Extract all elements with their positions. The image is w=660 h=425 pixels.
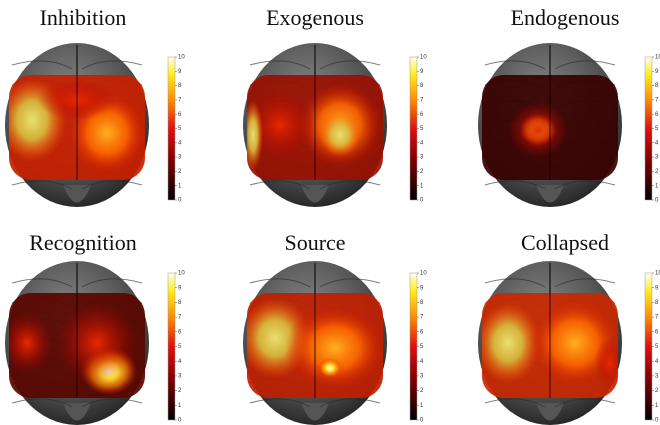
colorbar-tick-label: 3 xyxy=(178,373,182,379)
panel-title: Exogenous xyxy=(266,5,364,30)
colorbar-tick-label: 7 xyxy=(655,315,659,321)
colorbar-tick-label: 3 xyxy=(655,373,659,379)
panel-title: Inhibition xyxy=(40,5,127,30)
colorbar xyxy=(410,57,417,200)
panel: Inhibition 0 1 2 3 4 5 6 7 8 9 10 xyxy=(0,5,185,207)
heatmap xyxy=(243,75,383,180)
colorbar-tick-label: 2 xyxy=(655,388,659,394)
panel: Collapsed 0 1 2 3 4 5 6 7 8 9 10 xyxy=(476,230,660,425)
colorbar-tick-label: 5 xyxy=(178,126,182,132)
colorbar-tick-label: 9 xyxy=(655,69,659,75)
panel-title: Source xyxy=(284,230,345,255)
colorbar-tick-label: 6 xyxy=(420,329,424,335)
panel: Endogenous 0 1 2 3 4 5 6 7 8 9 10 xyxy=(478,5,660,207)
colorbar-tick-label: 5 xyxy=(420,126,424,132)
heatmap xyxy=(2,293,145,398)
heatmap xyxy=(476,293,625,398)
colorbar-tick-label: 0 xyxy=(178,418,182,424)
colorbar-tick-label: 4 xyxy=(420,359,424,365)
colorbar-tick-label: 5 xyxy=(178,344,182,350)
colorbar-tick-label: 0 xyxy=(178,198,182,204)
colorbar xyxy=(168,273,175,420)
colorbar-tick-label: 6 xyxy=(655,112,659,118)
colorbar-tick-label: 4 xyxy=(655,140,659,146)
heat-blob xyxy=(57,303,137,383)
panel-title: Endogenous xyxy=(511,5,620,30)
colorbar-tick-label: 1 xyxy=(420,183,424,189)
colorbar xyxy=(410,273,417,420)
colorbar-tick-label: 3 xyxy=(178,155,182,161)
colorbar-tick-label: 0 xyxy=(420,418,424,424)
colorbar-tick-label: 9 xyxy=(178,285,182,291)
colorbar-tick-label: 9 xyxy=(420,69,424,75)
colorbar-tick-label: 0 xyxy=(655,418,659,424)
colorbar-tick-label: 7 xyxy=(178,97,182,103)
colorbar-tick-label: 9 xyxy=(420,285,424,291)
colorbar-tick-label: 2 xyxy=(178,169,182,175)
colorbar-tick-label: 6 xyxy=(178,329,182,335)
colorbar-tick-label: 3 xyxy=(655,155,659,161)
colorbar-tick-label: 8 xyxy=(420,300,424,306)
colorbar-tick-label: 0 xyxy=(655,198,659,204)
panel: Exogenous 0 1 2 3 4 5 6 7 8 9 10 xyxy=(243,5,427,207)
colorbar-tick-label: 4 xyxy=(655,359,659,365)
colorbar-tick-label: 10 xyxy=(178,271,185,277)
heat-blob xyxy=(2,313,52,373)
colorbar-tick-label: 7 xyxy=(420,315,424,321)
heat-blob xyxy=(285,306,385,390)
colorbar-tick-label: 10 xyxy=(420,55,427,61)
panel: Source 0 1 2 3 4 5 6 7 8 9 10 xyxy=(239,230,427,425)
colorbar-tick-label: 4 xyxy=(420,140,424,146)
colorbar-tick-label: 1 xyxy=(655,403,659,409)
panel: Recognition 0 1 2 3 4 5 6 7 8 9 10 xyxy=(2,230,185,425)
heat-blob xyxy=(318,358,342,378)
colorbar-tick-label: 1 xyxy=(420,403,424,409)
colorbar-tick-label: 7 xyxy=(655,97,659,103)
colorbar-tick-label: 10 xyxy=(420,271,427,277)
colorbar xyxy=(645,273,652,420)
colorbar-tick-label: 10 xyxy=(655,271,660,277)
colorbar-tick-label: 4 xyxy=(178,359,182,365)
colorbar-tick-label: 2 xyxy=(420,169,424,175)
colorbar-tick-label: 8 xyxy=(420,83,424,89)
colorbar-tick-label: 8 xyxy=(178,83,182,89)
colorbar-tick-label: 6 xyxy=(178,112,182,118)
panel-title: Recognition xyxy=(29,230,137,255)
colorbar-tick-label: 5 xyxy=(655,344,659,350)
colorbar-tick-label: 3 xyxy=(420,155,424,161)
colorbar-tick-label: 6 xyxy=(420,112,424,118)
colorbar-tick-label: 5 xyxy=(420,344,424,350)
heat-blob xyxy=(508,102,568,158)
colorbar-tick-label: 2 xyxy=(655,169,659,175)
colorbar xyxy=(645,57,652,200)
colorbar-tick-label: 2 xyxy=(420,388,424,394)
colorbar-tick-label: 6 xyxy=(655,329,659,335)
heatmap xyxy=(239,293,385,398)
colorbar-tick-label: 4 xyxy=(178,140,182,146)
colorbar-tick-label: 9 xyxy=(655,285,659,291)
heatmap xyxy=(0,75,147,180)
colorbar-tick-label: 9 xyxy=(178,69,182,75)
colorbar-tick-label: 3 xyxy=(420,373,424,379)
colorbar-tick-label: 10 xyxy=(655,55,660,61)
colorbar-tick-label: 5 xyxy=(655,126,659,132)
colorbar-tick-label: 8 xyxy=(655,300,659,306)
colorbar-tick-label: 1 xyxy=(178,183,182,189)
colorbar-tick-label: 8 xyxy=(655,83,659,89)
colorbar-tick-label: 1 xyxy=(178,403,182,409)
heatmap xyxy=(482,75,618,180)
colorbar-tick-label: 0 xyxy=(420,198,424,204)
figure: Inhibition012345678910Exogenous012345678… xyxy=(0,0,660,425)
colorbar-tick-label: 7 xyxy=(178,315,182,321)
colorbar-tick-label: 7 xyxy=(420,97,424,103)
heat-blob xyxy=(320,113,360,157)
colorbar xyxy=(168,57,175,200)
colorbar-tick-label: 10 xyxy=(178,55,185,61)
colorbar-tick-label: 2 xyxy=(178,388,182,394)
colorbar-tick-label: 8 xyxy=(178,300,182,306)
colorbar-tick-label: 1 xyxy=(655,183,659,189)
panel-title: Collapsed xyxy=(521,230,609,255)
